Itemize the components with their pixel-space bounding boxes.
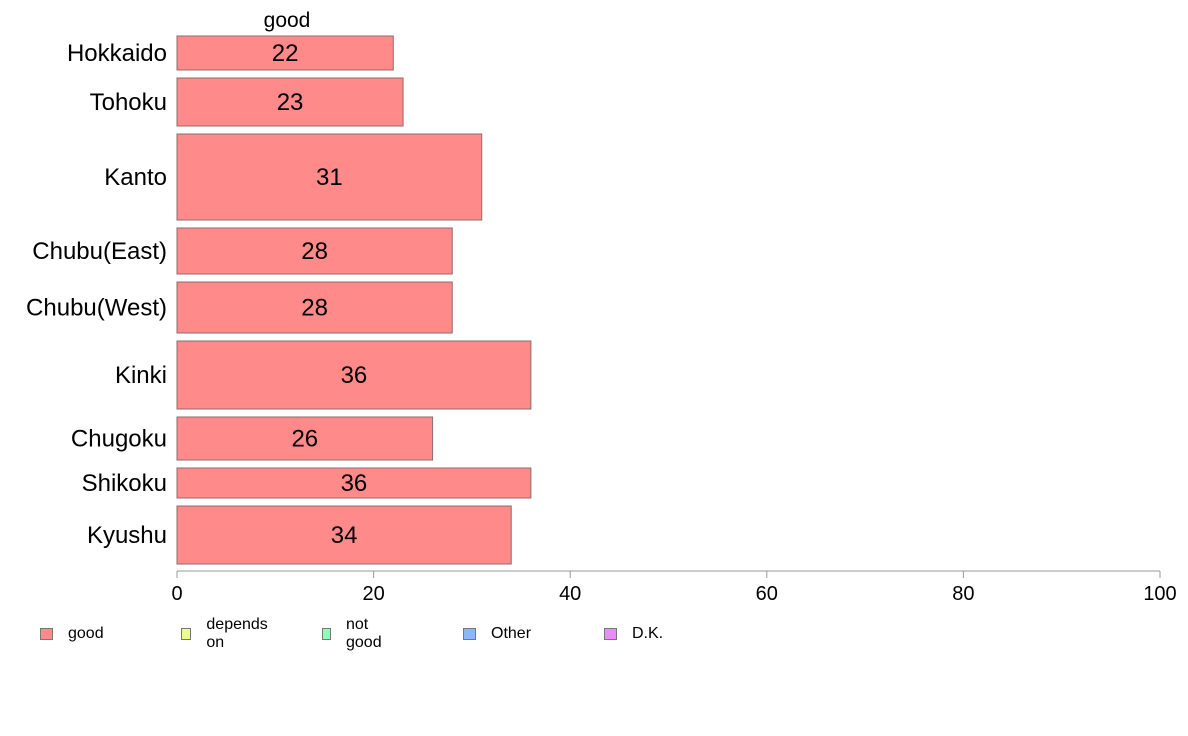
data-label-chubu-east: 28 (301, 238, 328, 265)
category-label-chubu-east: Chubu(East) (32, 238, 167, 265)
bar-kyushu (176, 505, 512, 565)
legend-label-depends-on: depends on (206, 616, 268, 651)
category-label-shikoku: Shikoku (82, 470, 167, 497)
data-label-chubu-west: 28 (301, 295, 328, 322)
bar-chubu-east (176, 227, 453, 275)
bar-chubu-west (176, 281, 453, 334)
legend-item-other: Other (463, 623, 531, 645)
x-tick-label-80: 80 (952, 583, 974, 605)
category-label-kinki: Kinki (115, 362, 167, 389)
bar-kinki (176, 340, 532, 410)
legend-swatch-dk (604, 628, 617, 640)
category-label-tohoku: Tohoku (90, 89, 167, 116)
category-label-chubu-west: Chubu(West) (26, 295, 167, 322)
legend-swatch-depends-on (181, 628, 192, 640)
legend-label-dk: D.K. (632, 625, 664, 642)
category-label-kyushu: Kyushu (87, 522, 167, 549)
x-tick-label-20: 20 (362, 583, 384, 605)
data-label-shikoku: 36 (341, 470, 368, 497)
legend-item-good: good (40, 623, 104, 645)
labels-layer: 22 Hokkaido 23 Tohoku 31 Kanto 28 Chubu(East) 28… (26, 40, 367, 549)
data-label-kanto: 31 (316, 164, 343, 191)
bar-chugoku (176, 416, 434, 461)
x-tick-label-100: 100 (1143, 583, 1176, 605)
category-label-chugoku: Chugoku (71, 426, 167, 453)
bar-kanto (176, 133, 483, 221)
legend-label-other: Other (491, 625, 532, 642)
x-tick-label-60: 60 (756, 583, 778, 605)
legend-label-good: good (68, 625, 104, 642)
legend-item-not-good: not good (322, 616, 386, 651)
data-label-kinki: 36 (341, 362, 368, 389)
series-header: good (264, 9, 311, 32)
legend-item-depends-on: depends on (181, 616, 270, 651)
x-tick-label-0: 0 (171, 583, 182, 605)
bar-shikoku (176, 467, 532, 499)
legend-swatch-other (463, 628, 476, 640)
category-label-kanto: Kanto (104, 164, 167, 191)
bar-hokkaido (176, 35, 394, 71)
data-label-chugoku: 26 (291, 426, 318, 453)
legend-swatch-not-good (322, 628, 331, 640)
legend-swatch-good (40, 628, 53, 640)
bars-layer (176, 35, 532, 565)
legend-item-dk: D.K. (604, 623, 663, 645)
category-label-hokkaido: Hokkaido (67, 40, 167, 67)
x-tick-label-40: 40 (559, 583, 581, 605)
bar-tohoku (176, 77, 404, 127)
data-label-hokkaido: 22 (272, 40, 299, 67)
data-label-tohoku: 23 (277, 89, 304, 116)
x-axis: 0 20 40 60 80 100 (171, 570, 1177, 605)
legend-label-not-good: not good (346, 616, 382, 651)
data-label-kyushu: 34 (331, 522, 358, 549)
